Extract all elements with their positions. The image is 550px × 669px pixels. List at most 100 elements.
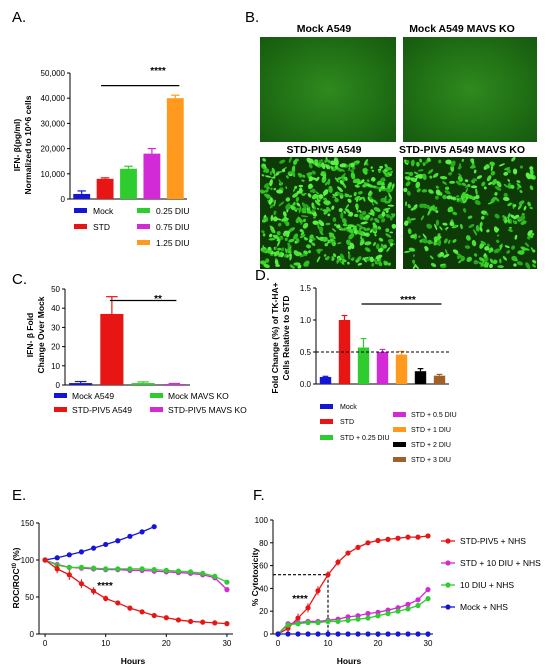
- std-piv5-a549-mavs-ko-cell-26: [420, 215, 425, 221]
- std-piv5-a549-cell-476: [376, 180, 382, 186]
- std-piv5-a549-mavs-ko-cell-135: [520, 220, 527, 225]
- std-piv5-a549-mavs-ko-cell-100: [414, 173, 422, 178]
- std-piv5-a549-cell-401: [353, 213, 359, 218]
- std-piv5-a549-mavs-ko-cell-45: [483, 186, 487, 190]
- panel-f-ytick-label-4: 80: [259, 539, 268, 548]
- std-piv5-a549-cell-460: [292, 202, 296, 206]
- panel-c-ylabel-1: IFN- β Fold: [25, 313, 35, 357]
- panel-e-chart: ROC/ROCt0 (%) Hours **** 0 50 100 150 0 10 20 3…: [11, 519, 233, 666]
- panel-d-ytick-label-3: 1.5: [300, 284, 312, 293]
- std-piv5-a549-cell-423: [333, 158, 339, 165]
- panel-d-bar-std-1-diu: [395, 354, 408, 384]
- std-piv5-a549-cell-474: [323, 200, 331, 205]
- std-piv5-a549-cell-511: [263, 263, 270, 268]
- std-piv5-a549-cell-31: [277, 222, 282, 227]
- panel-e-series-2-point-8: [139, 566, 145, 572]
- panel-f-ytick-label-2: 40: [259, 584, 268, 593]
- panel-f-series-0-point-4: [315, 588, 321, 594]
- std-piv5-a549-cell-134: [383, 261, 389, 266]
- panel-f-series-1-point-13: [405, 601, 411, 607]
- panel-f-series-3-point-6: [335, 631, 341, 637]
- std-piv5-a549-cell-12: [265, 258, 270, 263]
- std-piv5-a549-cell-373: [293, 159, 298, 165]
- panel-f-series-0-line: [277, 535, 429, 635]
- std-piv5-a549-cell-4: [315, 176, 320, 182]
- std-piv5-a549-cell-220: [276, 218, 282, 221]
- std-piv5-a549-mavs-ko-cell-263: [508, 229, 513, 232]
- std-piv5-a549-cell-231: [369, 196, 373, 200]
- panel-f-series-0-point-10: [375, 537, 381, 544]
- std-piv5-a549-mavs-ko-cell-114: [453, 224, 458, 228]
- std-piv5-a549-mavs-ko-cell-281: [472, 178, 478, 182]
- std-piv5-a549-mavs-ko-cell-154: [503, 183, 508, 188]
- std-piv5-a549-cell-42: [270, 227, 276, 234]
- micrograph-mock-a549-mavs-ko: [403, 37, 537, 142]
- std-piv5-a549-mavs-ko-cell-86: [430, 262, 437, 268]
- std-piv5-a549-mavs-ko-cell-218: [516, 180, 521, 183]
- std-piv5-a549-mavs-ko-cell-75: [496, 234, 500, 237]
- panel-a-legend-mock: Mock: [93, 206, 114, 216]
- std-piv5-a549-cell-209: [330, 165, 334, 170]
- std-piv5-a549-mavs-ko-cell-158: [417, 169, 424, 172]
- panel-f-series-3-point-10: [375, 631, 381, 637]
- std-piv5-a549-cell-348: [380, 177, 386, 181]
- micrograph-std-piv5-a549-mavs-ko: [403, 157, 537, 269]
- std-piv5-a549-mavs-ko-cell-48: [403, 187, 408, 193]
- std-piv5-a549-cell-327: [308, 250, 311, 254]
- panel-e-series-2-point-3: [78, 564, 85, 571]
- std-piv5-a549-cell-278: [270, 214, 274, 222]
- std-piv5-a549-cell-295: [302, 222, 309, 229]
- std-piv5-a549-mavs-ko-cell-115: [517, 204, 522, 210]
- std-piv5-a549-mavs-ko-cell-212: [507, 179, 510, 182]
- panel-e-xlabel: Hours: [121, 656, 146, 666]
- std-piv5-a549-mavs-ko-cell-298: [520, 246, 527, 251]
- std-piv5-a549-cell-281: [273, 251, 277, 255]
- std-piv5-a549-mavs-ko-cell-239: [468, 223, 475, 229]
- panel-d-legend-std: STD: [340, 419, 354, 426]
- std-piv5-a549-mavs-ko-cell-25: [523, 205, 527, 211]
- std-piv5-a549-cell-367: [334, 165, 339, 170]
- std-piv5-a549-mavs-ko-cell-108: [429, 175, 433, 179]
- std-piv5-a549-cell-174: [269, 179, 273, 187]
- std-piv5-a549-mavs-ko-cell-27: [474, 200, 481, 206]
- std-piv5-a549-cell-100: [269, 170, 273, 176]
- std-piv5-a549-cell-156: [370, 177, 376, 182]
- std-piv5-a549-mavs-ko-cell-215: [516, 183, 522, 188]
- std-piv5-a549-cell-319: [269, 204, 274, 209]
- std-piv5-a549-mavs-ko-cell-236: [415, 181, 421, 189]
- std-piv5-a549-cell-316: [361, 210, 367, 216]
- std-piv5-a549-mavs-ko-cell-284: [494, 192, 498, 196]
- std-piv5-a549-mavs-ko-cell-187: [461, 182, 467, 187]
- std-piv5-a549-mavs-ko-cell-288: [504, 245, 510, 248]
- panel-e-series-0-point-2: [66, 552, 72, 558]
- std-piv5-a549-cell-301: [261, 219, 267, 223]
- panel-a-legend-swatch-mock: [74, 208, 87, 213]
- std-piv5-a549-mavs-ko-cell-232: [442, 222, 448, 226]
- std-piv5-a549-cell-405: [370, 209, 375, 216]
- std-piv5-a549-cell-157: [331, 228, 337, 232]
- std-piv5-a549-cell-408: [391, 223, 397, 229]
- std-piv5-a549-cell-186: [375, 254, 383, 260]
- panel-e-xtick-label-1: 10: [101, 639, 110, 648]
- std-piv5-a549-mavs-ko-cell-116: [437, 233, 441, 236]
- std-piv5-a549-mavs-ko-cell-252: [490, 164, 494, 172]
- panel-d-bar-std-2-diu: [414, 371, 427, 384]
- std-piv5-a549-cell-473: [295, 191, 303, 194]
- panel-f-series-1-point-15: [425, 586, 431, 593]
- std-piv5-a549-cell-112: [362, 196, 366, 202]
- std-piv5-a549-mavs-ko-cell-231: [517, 250, 525, 255]
- panel-d-bar-std-3-diu: [433, 375, 446, 384]
- std-piv5-a549-cell-80: [293, 250, 300, 257]
- std-piv5-a549-cell-384: [307, 183, 313, 188]
- panel-e-series-3-line: [44, 559, 227, 625]
- panel-e-series-0-point-9: [151, 524, 157, 530]
- std-piv5-a549-mavs-ko-cell-254: [445, 186, 450, 191]
- panel-f-series-3-point-3: [305, 631, 311, 637]
- panel-e-series-2-point-15: [224, 579, 230, 585]
- panel-e-series-0-point-8: [139, 529, 145, 535]
- std-piv5-a549-cell-219: [261, 230, 265, 233]
- std-piv5-a549-cell-203: [311, 193, 318, 200]
- panel-f-series-2-point-9: [365, 615, 371, 621]
- panel-e-xtick-label-2: 20: [162, 639, 171, 648]
- panel-a-legend-swatch-075: [137, 224, 150, 229]
